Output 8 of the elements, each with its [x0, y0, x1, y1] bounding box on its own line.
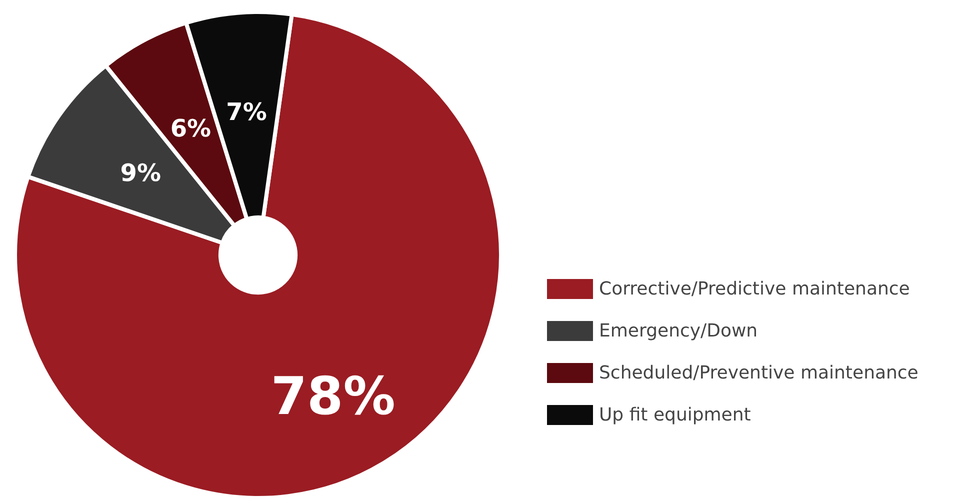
- legend-label: Scheduled/Preventive maintenance: [599, 362, 918, 384]
- legend-label: Emergency/Down: [599, 320, 758, 342]
- data-label: 78%: [270, 367, 396, 428]
- legend-label: Corrective/Predictive maintenance: [599, 278, 910, 300]
- data-label: 7%: [226, 98, 267, 126]
- data-label: 6%: [170, 114, 212, 142]
- data-label: 9%: [120, 158, 162, 187]
- legend-label: Up fit equipment: [599, 404, 751, 426]
